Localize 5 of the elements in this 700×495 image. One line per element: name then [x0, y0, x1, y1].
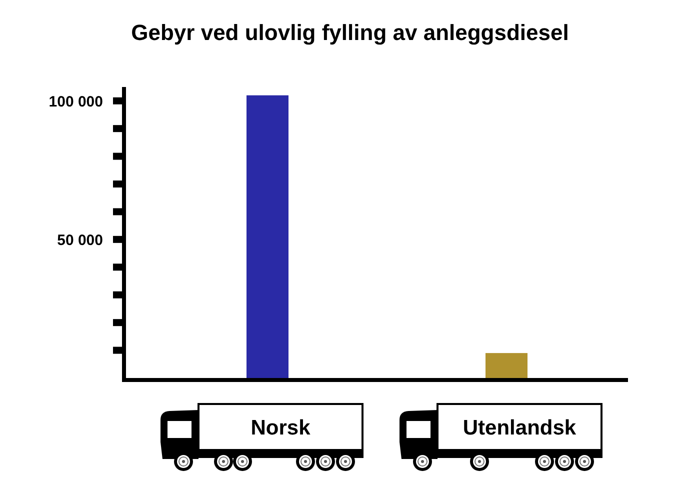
y-tick-label: 50 000	[57, 232, 103, 249]
chart-title: Gebyr ved ulovlig fylling av anleggsdiesel	[131, 20, 569, 45]
x-tick-label: Norsk	[250, 416, 311, 440]
y-tick-label: 100 000	[48, 93, 103, 110]
x-tick-label: Utenlandsk	[462, 416, 576, 440]
